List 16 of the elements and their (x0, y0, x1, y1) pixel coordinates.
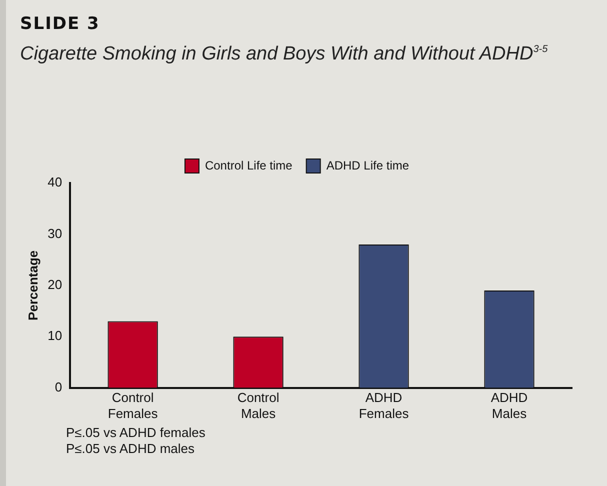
y-tick-label: 20 (48, 276, 62, 292)
y-tick-label: 10 (48, 328, 62, 344)
legend-label: ADHD Life time (326, 158, 410, 172)
x-tick-label: ADHD Females (358, 390, 410, 421)
y-tick-label: 40 (48, 174, 62, 190)
x-tick-label: Control Females (108, 390, 158, 421)
y-tick-label: 30 (48, 226, 62, 241)
text: P≤.05 vs ADHD females (66, 425, 206, 441)
chart-subtitle: Cigarette Smoking in Girls and Boys With and Without ADHD$^{3-5}$ (20, 42, 549, 66)
y-tick-label: 0 (54, 379, 62, 394)
x-tick-label: ADHD Males (490, 390, 528, 421)
legend-label: Control Life time (204, 158, 293, 172)
text: P≤.05 vs ADHD males (66, 441, 196, 457)
y-axis-title: Percentage (25, 250, 40, 320)
chart-title: SLIDE 3 (20, 14, 100, 34)
x-tick-label: Control Males (237, 390, 280, 421)
